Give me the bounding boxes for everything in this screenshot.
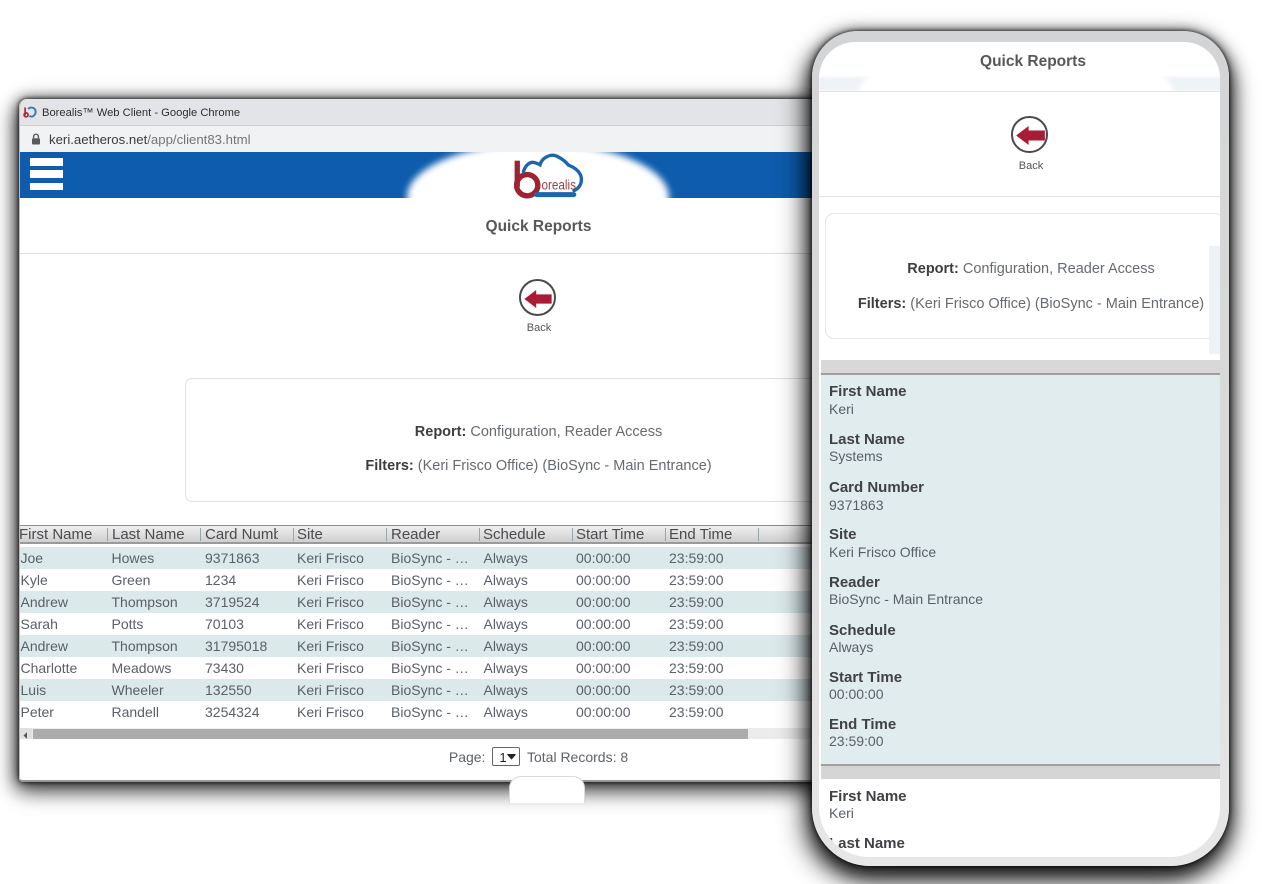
svg-text:orealis: orealis [542, 177, 577, 193]
